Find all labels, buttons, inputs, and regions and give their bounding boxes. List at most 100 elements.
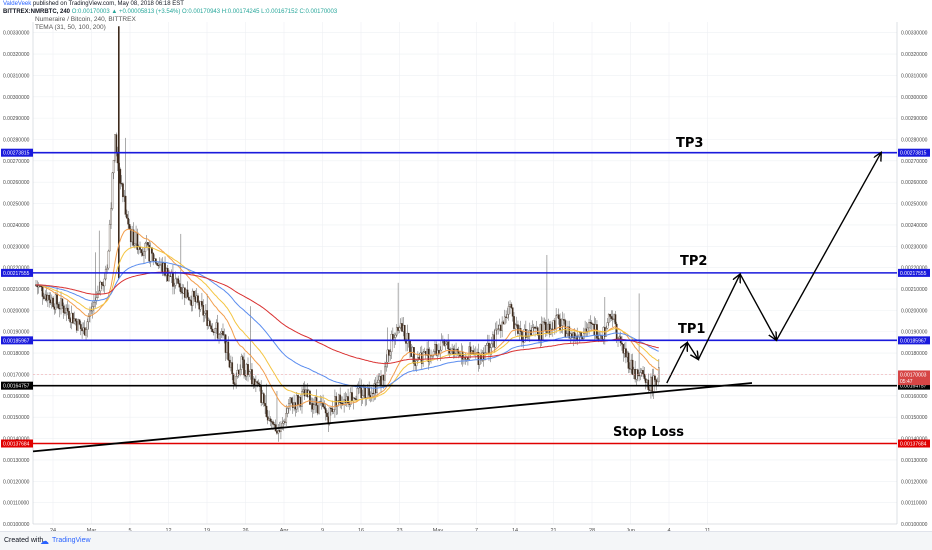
candle (453, 352, 456, 355)
y-tick-right: 0.00160000 (901, 394, 928, 400)
candle (503, 316, 506, 325)
support-line (32, 382, 753, 453)
candle (241, 356, 244, 360)
projection-segment (666, 342, 688, 384)
candle (514, 324, 517, 329)
candle (264, 403, 266, 407)
candle (191, 290, 194, 306)
level-tag-right: 0.00185967 (900, 338, 927, 344)
candle (68, 311, 70, 319)
level-tag-right-bg (898, 268, 930, 277)
candle (389, 351, 392, 356)
candle (507, 306, 510, 315)
projection-segment (775, 152, 881, 341)
candle (62, 305, 65, 313)
y-tick-left: 0.00100000 (3, 522, 30, 528)
candle (154, 258, 157, 264)
level-tag-left-bg (1, 336, 33, 345)
candle (390, 333, 393, 353)
candle (609, 314, 611, 317)
candle (56, 294, 58, 305)
candle (490, 343, 493, 348)
y-tick-left: 0.00120000 (3, 479, 30, 485)
level-tag-right-bg (898, 381, 930, 390)
candle (557, 314, 560, 320)
y-tick-left: 0.00200000 (3, 308, 30, 314)
level-tag-right-bg (898, 439, 930, 448)
y-axis-left: 0.00100000 0.00110000 0.00120000 0.00130000… (3, 31, 30, 528)
candle (339, 394, 342, 404)
y-tick-right: 0.00180000 (901, 351, 928, 357)
candle (356, 388, 359, 401)
y-tick-right: 0.00200000 (901, 308, 928, 314)
candle (621, 342, 623, 345)
candle (126, 214, 128, 219)
candle (256, 381, 259, 384)
candle (590, 322, 593, 325)
ohlc-readout: O:0.00170003 ▲ +0.00005813 (+3.54%) O:0.… (71, 9, 338, 15)
y-tick-left: 0.00190000 (3, 330, 30, 336)
level-tag-right: 0.00137684 (900, 442, 927, 448)
candle (52, 297, 54, 307)
candle (368, 388, 370, 396)
candle (227, 341, 230, 361)
candle (551, 328, 554, 330)
author-link[interactable]: ValdeVeek (3, 1, 32, 7)
candle (48, 295, 51, 300)
candle (100, 281, 103, 285)
candle (127, 217, 130, 225)
projection-segment (739, 273, 776, 340)
level-annotations: TP3 TP2 TP1 Stop Loss (613, 136, 707, 440)
tema-50-line (35, 246, 659, 403)
candle (657, 367, 660, 383)
candle (87, 316, 90, 322)
candle (324, 408, 327, 414)
tradingview-brand[interactable]: TradingView (52, 537, 91, 544)
level-tag-right-bg (898, 148, 930, 157)
candle (206, 310, 209, 326)
candle (110, 208, 112, 225)
candle (186, 289, 189, 298)
y-tick-right: 0.00220000 (901, 266, 928, 272)
candle (216, 322, 219, 339)
candle (452, 348, 455, 355)
candle (361, 395, 364, 399)
candle (193, 290, 195, 297)
candle (57, 304, 60, 309)
candle (611, 318, 614, 320)
candle (78, 319, 81, 325)
candle (203, 313, 206, 316)
level-tag-left-bg (1, 439, 33, 448)
level-tag-right: 0.00217555 (900, 271, 927, 277)
candle (631, 359, 634, 375)
candle (642, 370, 644, 375)
candle (251, 369, 253, 385)
candle (643, 373, 646, 379)
y-tick-left: 0.00150000 (3, 415, 30, 421)
candle (485, 344, 488, 354)
candle (510, 304, 513, 308)
candle (257, 382, 260, 385)
candle (364, 387, 367, 399)
candle (336, 400, 339, 407)
y-tick-right: 0.00150000 (901, 415, 928, 421)
level-tag-left-bg (1, 268, 33, 277)
level-tag-left: 0.00217555 (3, 271, 30, 277)
candle (606, 322, 609, 329)
candle (272, 421, 274, 425)
candle (218, 334, 220, 339)
y-tick-right: 0.00100000 (901, 522, 928, 528)
y-tick-left: 0.00310000 (3, 73, 30, 79)
y-tick-left: 0.00330000 (3, 31, 30, 37)
y-tick-left: 0.00110000 (3, 501, 29, 507)
candle (394, 334, 397, 338)
candle (524, 329, 527, 338)
candle (158, 264, 161, 266)
candle (174, 278, 177, 286)
candle (447, 341, 450, 350)
candle (281, 423, 284, 428)
candle (187, 297, 190, 300)
candle (398, 327, 401, 331)
